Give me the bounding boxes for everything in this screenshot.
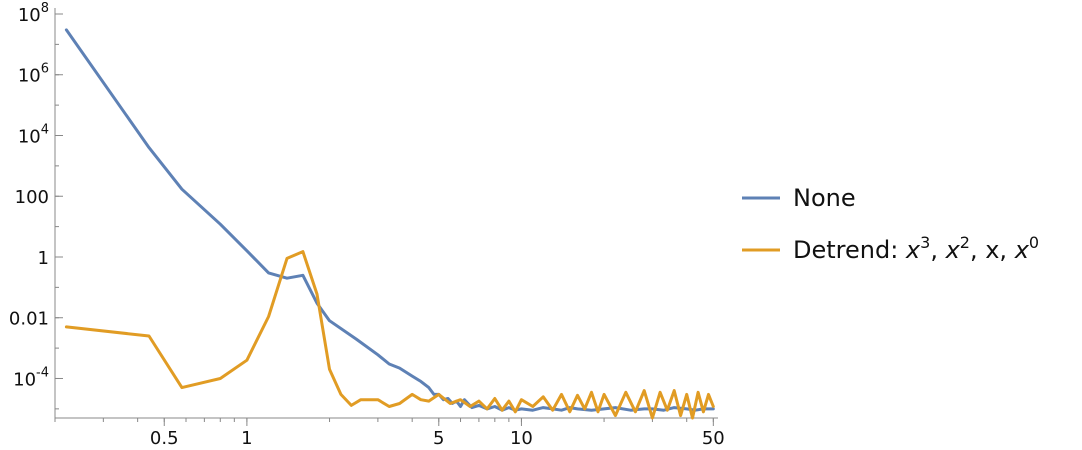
plot-area: 0.5 1 5 10 50 108 106 104 100 1 0.01 10-4 xyxy=(9,1,725,449)
x-tick-label: 0.5 xyxy=(150,428,179,449)
y-tick-label: 10-4 xyxy=(13,365,49,390)
x-tick-label: 50 xyxy=(702,428,725,449)
y-tick-label: 0.01 xyxy=(9,309,49,330)
legend-label: None xyxy=(793,184,856,212)
x-tick-label: 10 xyxy=(510,428,533,449)
y-tick-label: 100 xyxy=(15,187,49,208)
y-tick-label: 108 xyxy=(18,1,49,26)
y-tick-label: 104 xyxy=(18,122,49,147)
series-line-detrend xyxy=(64,250,715,420)
legend-label: Detrend: x3, x2, x, x0 xyxy=(793,233,1039,264)
legend: None Detrend: x3, x2, x, x0 xyxy=(742,184,1039,264)
series-line-none xyxy=(64,28,715,412)
x-tick-label: 1 xyxy=(241,428,252,449)
y-tick-label: 106 xyxy=(18,62,49,87)
y-tick-label: 1 xyxy=(38,248,49,269)
x-tick-label: 5 xyxy=(433,428,444,449)
